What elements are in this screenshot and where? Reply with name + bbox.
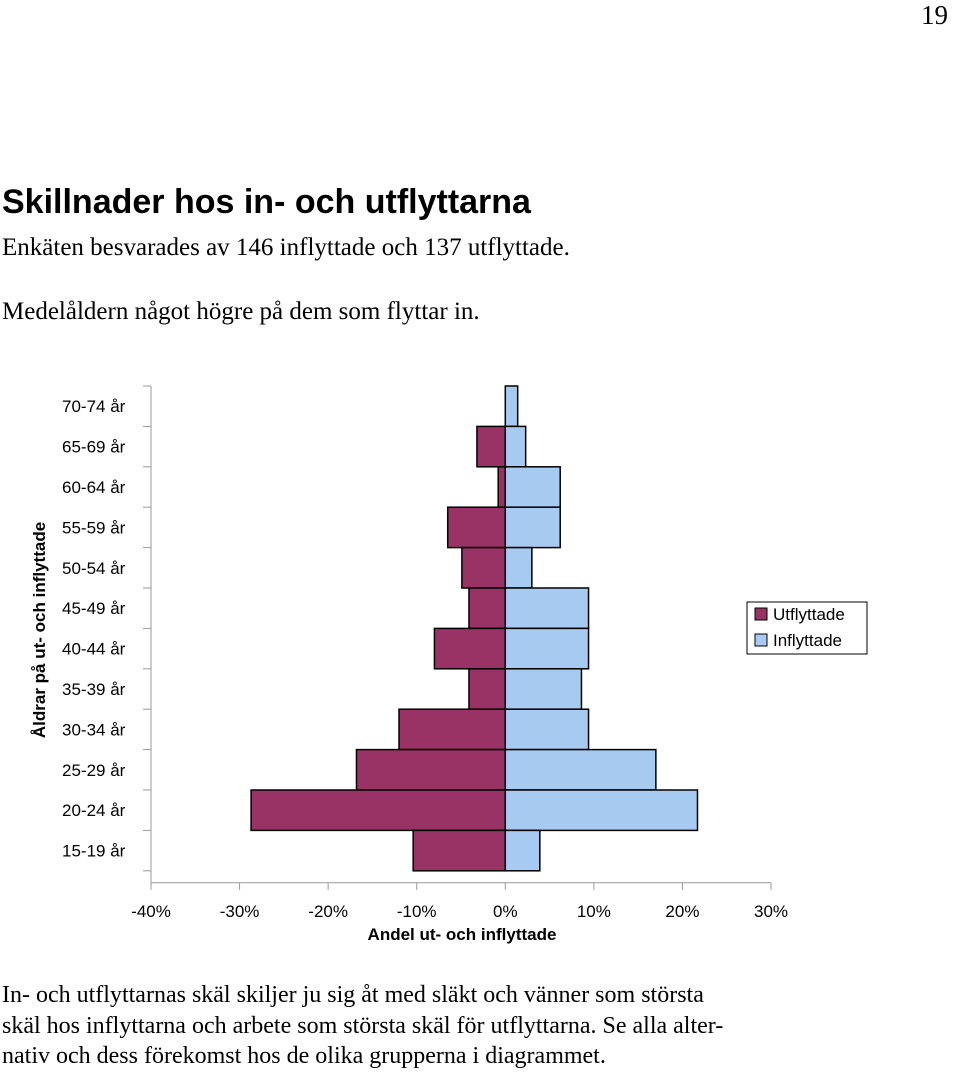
page-title: Skillnader hos in- och utflyttarna [2,183,531,221]
x-tick-labels: -40% -30% -20% -10% 0% 10% 20% 30% [131,902,788,921]
bar-inflyttade [504,385,519,428]
bar-utflyttade [355,748,507,791]
survey-response-text: Enkäten besvarades av 146 inflyttade och… [2,234,570,261]
legend-swatch-inflyttade [754,633,768,647]
x-tick-label: 30% [754,902,788,921]
y-tick-label: 20-24 år [62,801,126,820]
bar-inflyttade [504,506,561,549]
x-tick-label: -30% [220,902,260,921]
y-tick-label: 30-34 år [62,720,126,739]
footer-line: nativ och dess förekomst hos de olika gr… [2,1043,606,1069]
footer-paragraph: In- och utflyttarnas skäl skiljer ju sig… [2,980,882,1072]
bar-inflyttade [504,546,533,589]
bar-utflyttade [446,506,507,549]
bar-utflyttade [250,789,507,832]
x-tick-label: -20% [308,902,348,921]
bar-inflyttade [504,829,541,872]
bar-utflyttade [461,546,507,589]
bar-utflyttade [468,587,507,630]
bar-inflyttade [504,708,590,751]
bar-inflyttade [504,587,590,630]
y-tick-label: 55-59 år [62,518,126,537]
legend-label-inflyttade: Inflyttade [773,631,842,650]
bar-utflyttade [412,829,507,872]
y-tick-label: 70-74 år [62,397,126,416]
x-axis-title: Andel ut- och inflyttade [368,925,557,944]
x-tick-label: 20% [665,902,699,921]
y-axis-title: Åldrar på ut- och inflyttade [30,522,49,738]
y-tick-label: 40-44 år [62,640,126,659]
y-tick-labels: 70-74 år 65-69 år 60-64 år 55-59 år 50-54 år… [62,397,126,860]
x-tick-label: -10% [397,902,437,921]
y-tick-label: 25-29 år [62,761,126,780]
bar-utflyttade [468,668,507,710]
bar-inflyttade [504,466,561,508]
bar-utflyttade [433,627,507,670]
bar-utflyttade [497,466,507,508]
footer-line: In- och utflyttarnas skäl skiljer ju sig… [2,982,704,1008]
bar-inflyttade [504,748,657,791]
page-number: 19 [921,0,948,30]
legend-swatch-utflyttade [754,607,768,621]
bar-inflyttade [504,668,583,710]
average-age-text: Medelåldern något högre på dem som flytt… [2,298,480,325]
x-tick-label: 0% [493,902,518,921]
legend: Utflyttade Inflyttade [746,601,868,655]
bar-utflyttade [398,708,507,751]
bar-inflyttade [504,425,527,468]
x-tick-label: -40% [131,902,171,921]
bar-inflyttade [504,627,590,670]
bar-inflyttade [504,789,699,832]
footer-line: skäl hos inflyttarna och arbete som stör… [2,1012,724,1039]
population-pyramid-chart: 70-74 år 65-69 år 60-64 år 55-59 år 50-54 år… [30,385,868,944]
y-tick-label: 50-54 år [62,559,126,578]
legend-label-utflyttade: Utflyttade [773,605,845,624]
x-tick-label: 10% [577,902,611,921]
y-tick-label: 60-64 år [62,478,126,497]
axes [143,385,772,890]
y-tick-label: 45-49 år [62,599,126,618]
y-tick-label: 65-69 år [62,438,126,457]
y-tick-label: 15-19 år [62,842,126,861]
y-tick-label: 35-39 år [62,680,126,699]
bar-utflyttade [476,425,507,468]
bars [250,385,699,872]
